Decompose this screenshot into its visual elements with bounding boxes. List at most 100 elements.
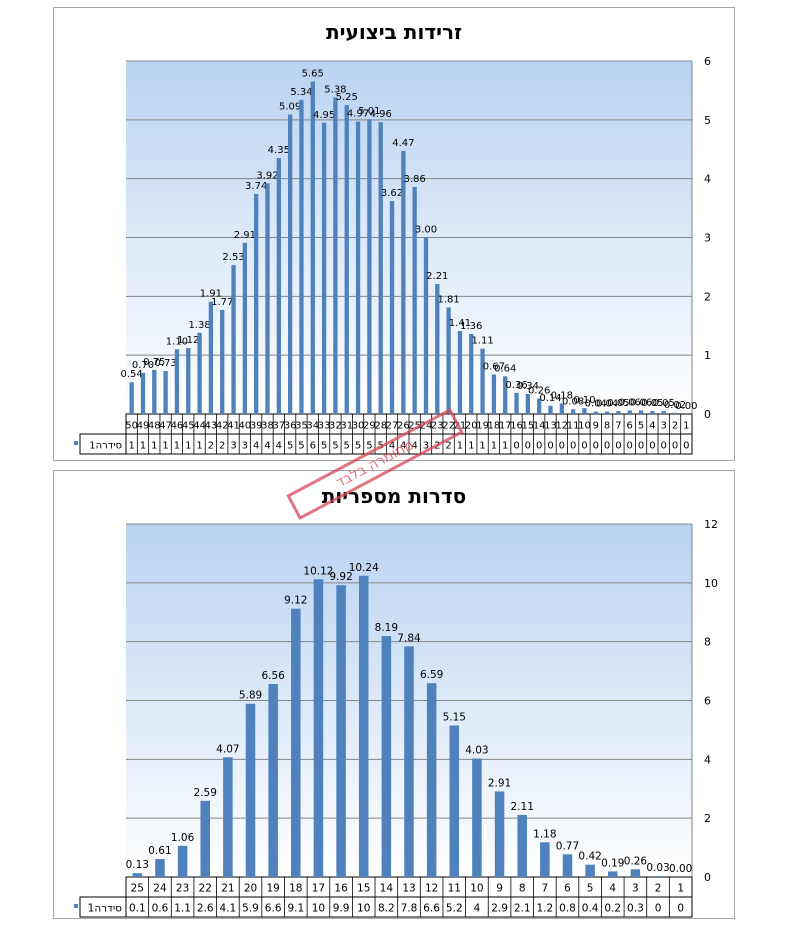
x-tick-label: 14: [533, 420, 546, 431]
table-value: 3: [423, 440, 429, 451]
data-label: 3.86: [404, 174, 426, 185]
chart-title-2: סדרות מספריות: [321, 484, 467, 508]
x-tick-label: 22: [442, 420, 455, 431]
data-label: 8.19: [375, 622, 398, 634]
table-value: 0: [581, 440, 587, 451]
bar: [299, 99, 304, 414]
bar: [174, 349, 180, 414]
x-tick-label: 13: [402, 882, 415, 894]
chart-2-svg: 024681012סידרה10.13250.10.61240.61.06231…: [74, 518, 718, 918]
x-tick-label: 38: [261, 420, 274, 431]
bar: [672, 412, 678, 414]
data-label: 3.62: [381, 188, 403, 199]
bar: [627, 410, 632, 414]
data-label: 2.11: [511, 801, 534, 813]
y-tick-label: 0: [704, 408, 711, 421]
table-value: 0: [672, 440, 678, 451]
bar: [268, 684, 278, 877]
x-tick-label: 29: [363, 420, 376, 431]
x-tick-label: 7: [615, 420, 621, 431]
bar: [245, 703, 256, 877]
x-tick-label: 4: [649, 420, 655, 431]
x-tick-label: 14: [380, 882, 394, 894]
x-tick-label: 50: [125, 420, 138, 431]
x-tick-label: 10: [470, 882, 483, 894]
y-tick-label: 0: [704, 871, 711, 884]
x-tick-label: 5: [587, 882, 594, 894]
data-label: 1.36: [460, 321, 482, 332]
x-tick-label: 11: [448, 882, 461, 894]
data-label: 9.92: [329, 571, 352, 583]
table-value: 0: [547, 440, 553, 451]
bar: [291, 608, 301, 877]
x-tick-label: 8: [604, 420, 610, 431]
table-value: 3: [242, 440, 248, 451]
x-tick-label: 12: [425, 882, 438, 894]
bar: [313, 579, 324, 877]
data-label: 2.91: [488, 777, 511, 789]
x-tick-label: 23: [431, 420, 444, 431]
bar: [355, 121, 361, 415]
table-value: 2: [434, 440, 440, 451]
table-value: 2: [219, 440, 225, 451]
table-value: 4: [389, 440, 395, 451]
table-value: 0: [683, 440, 689, 451]
x-tick-label: 7: [541, 882, 548, 894]
data-label: 4.95: [313, 110, 335, 121]
bar: [548, 405, 553, 414]
data-label: 4.96: [370, 109, 392, 120]
table-value: 0.4: [582, 902, 599, 914]
table-value: 0: [655, 902, 662, 914]
x-tick-label: 24: [420, 420, 433, 431]
data-label: 4.35: [268, 145, 290, 156]
x-tick-label: 4: [609, 882, 616, 894]
x-tick-label: 18: [488, 420, 501, 431]
bar: [287, 114, 293, 414]
bar: [220, 309, 225, 414]
table-value: 0: [661, 440, 667, 451]
table-value: 5: [366, 440, 372, 451]
y-tick-label: 2: [704, 290, 711, 303]
x-tick-label: 27: [386, 420, 399, 431]
x-tick-label: 43: [205, 420, 218, 431]
x-tick-label: 21: [454, 420, 467, 431]
data-label: 0.06: [619, 397, 641, 408]
table-value: 0: [615, 440, 621, 451]
table-value: 6: [310, 440, 316, 451]
data-label: 0.05: [607, 398, 629, 409]
bar: [254, 193, 259, 414]
bar: [140, 372, 146, 414]
x-tick-label: 15: [357, 882, 370, 894]
bar: [155, 859, 165, 877]
x-tick-label: 6: [564, 882, 571, 894]
x-tick-label: 22: [199, 882, 212, 894]
data-label: 1.18: [533, 828, 556, 840]
x-tick-label: 40: [238, 420, 251, 431]
data-label: 1.12: [177, 335, 199, 346]
bar: [200, 800, 210, 877]
table-value: 6.6: [265, 902, 282, 914]
data-label: 0.05: [653, 398, 675, 409]
y-tick-label: 3: [704, 232, 711, 245]
table-value: 4: [411, 440, 417, 451]
bar: [265, 183, 270, 414]
x-tick-label: 1: [677, 882, 684, 894]
table-value: 0: [559, 440, 565, 451]
x-tick-label: 9: [593, 420, 599, 431]
data-label: 0.00: [675, 401, 697, 412]
y-tick-label: 5: [704, 114, 711, 127]
x-tick-label: 18: [289, 882, 302, 894]
bar: [653, 876, 663, 877]
data-label: 4.03: [465, 744, 488, 756]
bar: [562, 854, 573, 877]
x-tick-label: 39: [250, 420, 263, 431]
x-tick-label: 9: [496, 882, 503, 894]
data-label: 1.81: [437, 295, 459, 306]
data-label: 0.77: [556, 840, 579, 852]
table-value: 5: [378, 440, 384, 451]
x-tick-label: 46: [171, 420, 184, 431]
y-tick-label: 12: [704, 518, 718, 531]
bar: [638, 410, 644, 414]
bar: [310, 81, 315, 414]
data-label: 1.91: [200, 289, 222, 300]
